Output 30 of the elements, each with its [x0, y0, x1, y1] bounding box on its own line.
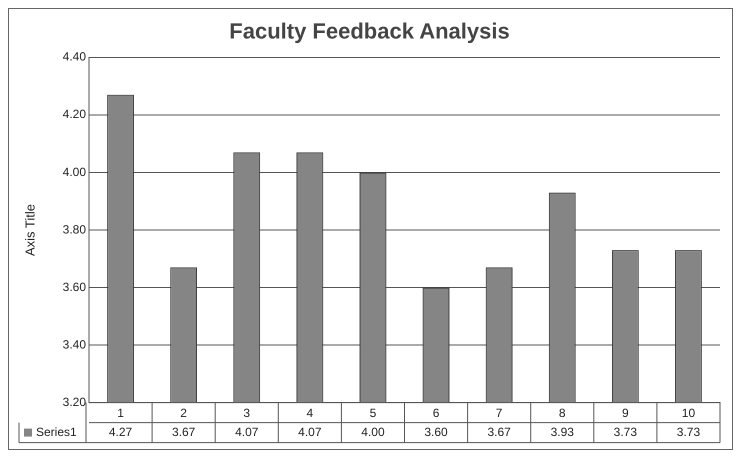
y-tick-label: 3.40 — [62, 337, 86, 352]
data-label: 3.67 — [172, 424, 196, 439]
x-tick-label: 2 — [180, 406, 188, 420]
x-tick-label: 9 — [622, 406, 630, 420]
y-tick-label: 4.40 — [62, 50, 86, 64]
y-tick-label: 3.20 — [62, 394, 86, 409]
data-label: 3.93 — [550, 424, 574, 439]
data-label: 3.67 — [487, 424, 512, 439]
y-tick-label: 3.80 — [62, 222, 86, 236]
x-tick-label: 5 — [370, 406, 377, 420]
x-tick-label: 6 — [432, 406, 440, 420]
data-label: 3.73 — [614, 424, 638, 439]
data-label: 3.60 — [424, 424, 448, 439]
y-tick-label: 4.20 — [62, 107, 86, 122]
data-label: 4.27 — [108, 424, 133, 439]
data-label: 4.07 — [298, 424, 322, 439]
y-tick-label: 4.00 — [62, 164, 86, 179]
x-tick-label: 8 — [558, 406, 566, 420]
data-label: 4.07 — [235, 424, 259, 439]
y-tick-label: 3.60 — [62, 280, 86, 294]
data-label: 3.73 — [676, 424, 700, 439]
x-tick-label: 7 — [496, 406, 503, 420]
legend-label: Series1 — [36, 424, 78, 439]
x-tick-label: 3 — [243, 406, 250, 420]
chart-title: Faculty Feedback Analysis — [229, 18, 510, 44]
x-tick-label: 4 — [306, 406, 314, 420]
y-axis-title: Axis Title — [22, 204, 38, 256]
data-label: 4.00 — [361, 424, 385, 439]
x-tick-label: 1 — [117, 406, 124, 420]
x-tick-label: 10 — [682, 406, 696, 420]
